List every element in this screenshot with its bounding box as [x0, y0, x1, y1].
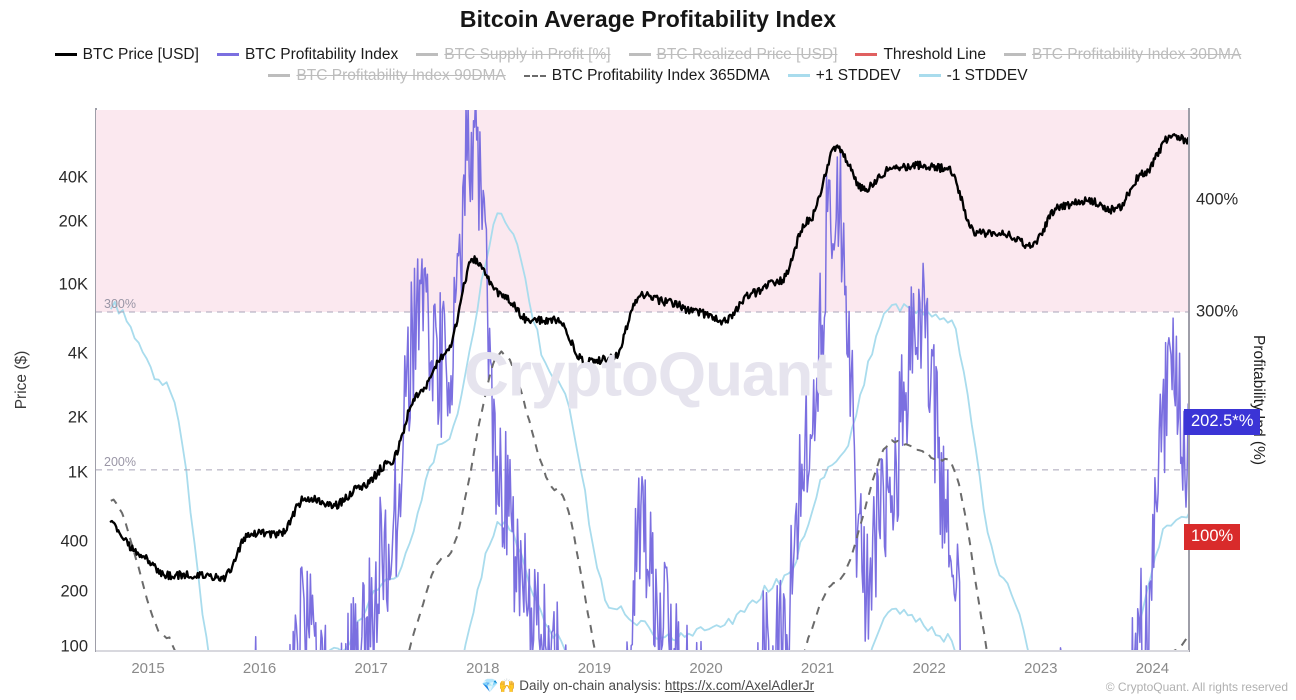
footer-note: 💎🙌 Daily on-chain analysis: https://x.co…: [0, 678, 1296, 694]
left-tick-label: 20K: [58, 212, 88, 231]
legend-swatch-icon: [268, 74, 291, 77]
gridline-label: 200%: [104, 454, 136, 469]
threshold-value-badge: 100%: [1184, 524, 1241, 550]
x-tick-label: 2015: [131, 660, 165, 677]
left-axis-title: Price ($): [13, 350, 30, 410]
left-tick-label: 2K: [67, 408, 88, 427]
x-tick-label: 2023: [1024, 660, 1058, 677]
footer-emoji: 💎🙌: [481, 678, 516, 693]
legend-swatch-icon: [1003, 53, 1026, 56]
right-axis-title: Profitability Ind (%): [1250, 334, 1267, 466]
x-tick-label: 2020: [689, 660, 723, 677]
x-tick-label: 2019: [577, 660, 612, 677]
legend-swatch-icon: [416, 53, 439, 56]
legend-item-5[interactable]: BTC Profitability Index 30DMA: [1003, 46, 1242, 63]
legend-item-7[interactable]: BTC Profitability Index 365DMA: [523, 67, 770, 84]
left-tick-label: 200: [60, 582, 88, 601]
right-axis-line: [1188, 108, 1190, 652]
x-tick-label: 2018: [466, 660, 500, 677]
legend-item-label: BTC Price [USD]: [82, 46, 199, 63]
bottom-axis-line: [96, 650, 1189, 652]
index-value-badge: 202.5*%: [1184, 409, 1261, 435]
chart-canvas: [96, 110, 1188, 650]
legend-item-label: Threshold Line: [883, 46, 986, 63]
gridline-label: 300%: [104, 297, 136, 311]
footer-link[interactable]: https://x.com/AxelAdlerJr: [664, 678, 815, 693]
legend-item-label: BTC Profitability Index 365DMA: [551, 67, 770, 84]
legend-swatch-icon: [918, 74, 941, 77]
legend-item-label: BTC Profitability Index: [244, 46, 399, 63]
left-tick-label: 100: [60, 637, 88, 656]
legend-item-3[interactable]: BTC Realized Price [USD]: [628, 46, 838, 63]
legend-item-label: BTC Realized Price [USD]: [656, 46, 838, 63]
right-axis-ticks: 400% 300%: [1196, 0, 1266, 700]
legend-swatch-icon: [523, 74, 546, 77]
footer-text: Daily on-chain analysis:: [519, 678, 665, 693]
legend-swatch-icon: [54, 53, 77, 56]
x-tick-label: 2024: [1135, 660, 1170, 677]
series-index-365dma: [110, 350, 1188, 650]
left-tick-label: 1K: [67, 463, 88, 482]
legend-swatch-icon: [216, 53, 239, 56]
plot-area[interactable]: 300%200%50%: [96, 110, 1188, 650]
legend-item-6[interactable]: BTC Profitability Index 90DMA: [268, 67, 506, 84]
left-tick-label: 10K: [58, 275, 88, 294]
legend-item-8[interactable]: +1 STDDEV: [787, 67, 901, 84]
legend-swatch-icon: [787, 74, 810, 77]
left-axis-ticks: 40K 20K 10K 4K 2K 1K 400 200 100: [0, 0, 88, 700]
legend-item-label: BTC Supply in Profit [%]: [444, 46, 611, 63]
x-axis-ticks: 2015 2016 2017 2018 2019 2020 2021 2022 2023 2024: [0, 660, 1296, 684]
right-tick-label: 300%: [1196, 302, 1239, 321]
page-title: Bitcoin Average Profitability Index: [459, 6, 837, 32]
left-tick-label: 4K: [67, 344, 88, 363]
shaded-region: [96, 110, 1188, 312]
left-tick-label: 400: [60, 532, 88, 551]
legend-swatch-icon: [855, 53, 878, 56]
x-tick-label: 2016: [242, 660, 277, 677]
legend-item-4[interactable]: Threshold Line: [855, 46, 986, 63]
plot-frame: 300%200%50%: [96, 110, 1188, 650]
chart-legend: BTC Price [USD] BTC Profitability Index BT…: [0, 46, 1296, 84]
series-btc-price: [109, 133, 1188, 583]
legend-swatch-icon: [628, 53, 651, 56]
legend-item-0[interactable]: BTC Price [USD]: [54, 46, 199, 63]
left-tick-label: 40K: [58, 168, 88, 187]
legend-item-label: BTC Profitability Index 30DMA: [1031, 46, 1242, 63]
legend-item-label: BTC Profitability Index 90DMA: [296, 67, 506, 84]
right-tick-label: 400%: [1196, 190, 1239, 209]
series-profitability-index: [254, 110, 1188, 650]
legend-item-label: -1 STDDEV: [946, 67, 1028, 84]
x-tick-label: 2022: [912, 660, 946, 677]
x-tick-label: 2021: [800, 660, 835, 677]
legend-item-9[interactable]: -1 STDDEV: [918, 67, 1028, 84]
legend-item-label: +1 STDDEV: [815, 67, 901, 84]
copyright-text: © CryptoQuant. All rights reserved: [1105, 680, 1288, 694]
legend-item-1[interactable]: BTC Profitability Index: [216, 46, 399, 63]
x-tick-label: 2017: [354, 660, 388, 677]
legend-item-2[interactable]: BTC Supply in Profit [%]: [416, 46, 611, 63]
